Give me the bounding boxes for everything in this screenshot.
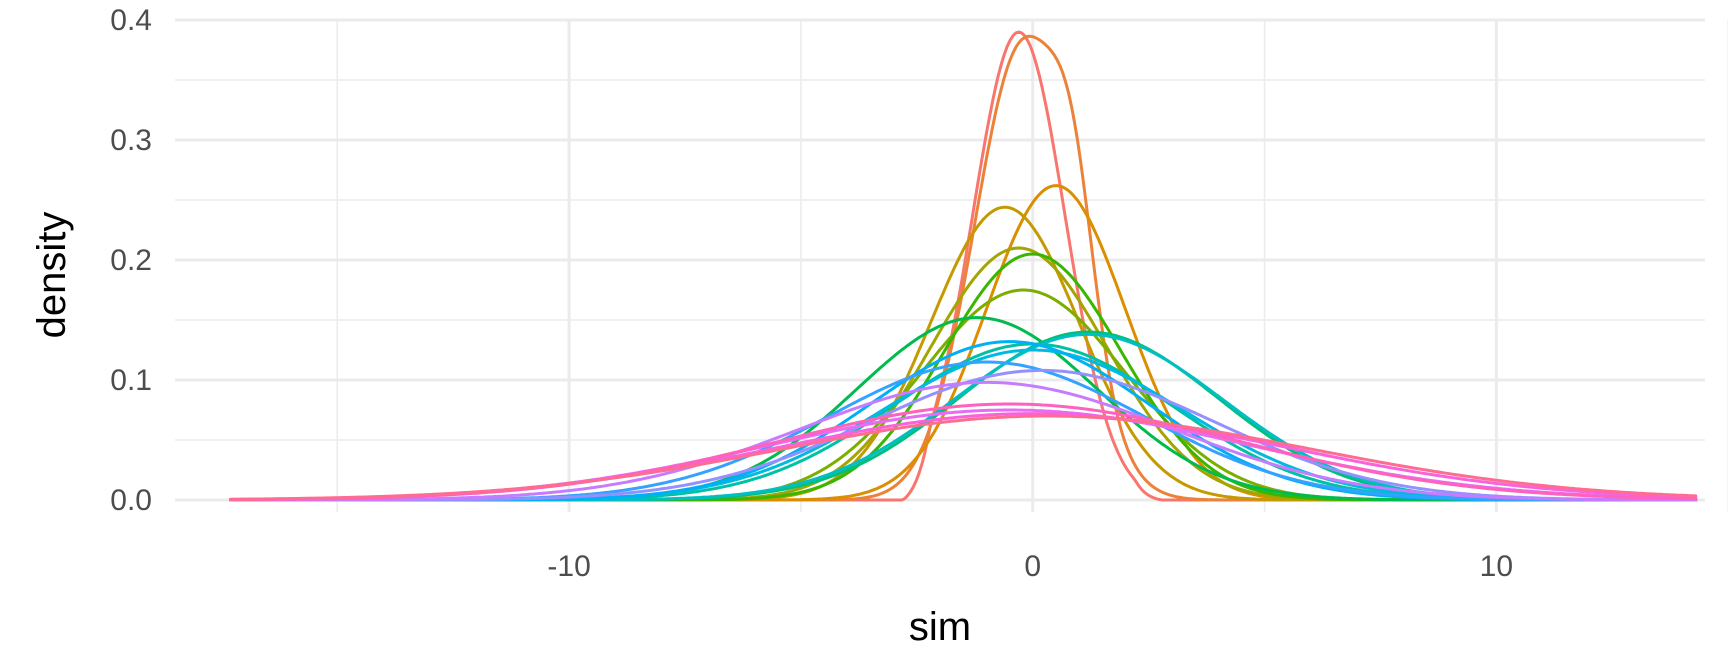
y-tick-label: 0.3 [110,124,152,157]
y-tick-label: 0.1 [110,364,152,397]
x-tick-label: -10 [547,550,590,583]
x-tick-labels: -10 0 10 [547,550,1513,583]
minor-grid [175,20,1728,512]
y-tick-labels: 0.0 0.1 0.2 0.3 0.4 [110,4,152,517]
x-axis-title: sim [909,605,971,649]
y-axis-title: density [30,212,74,339]
y-tick-label: 0.2 [110,244,152,277]
density-series [229,30,1698,502]
y-tick-label: 0.4 [110,4,152,37]
density-line-16 [229,380,1698,502]
y-tick-label: 0.0 [110,484,152,517]
x-tick-label: 0 [1024,550,1041,583]
density-line-20 [229,414,1698,501]
x-tick-label: 10 [1480,550,1513,583]
